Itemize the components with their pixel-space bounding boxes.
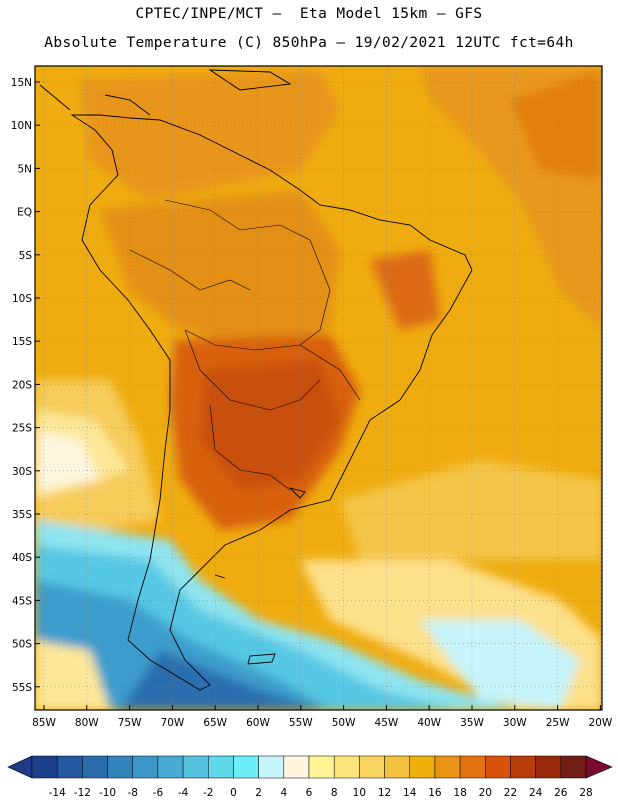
lat-label: 35S: [12, 509, 32, 521]
lat-label: 10N: [11, 120, 32, 132]
colorbar-label: 20: [479, 787, 492, 799]
lat-label: 55S: [12, 682, 32, 694]
colorbar-label: 0: [230, 787, 237, 799]
lon-label: 20W: [589, 717, 613, 729]
colorbar-swatch: [384, 755, 410, 779]
lat-label: 25S: [12, 423, 32, 435]
colorbar-label: -2: [203, 787, 213, 799]
lat-label: 15N: [11, 77, 32, 89]
colorbar-label: 22: [504, 787, 517, 799]
lon-label: 75W: [118, 717, 142, 729]
lon-label: 85W: [32, 717, 56, 729]
lon-label: 35W: [460, 717, 484, 729]
lon-label: 50W: [332, 717, 356, 729]
colorbar-swatch: [283, 755, 310, 779]
colorbar-label: 12: [378, 787, 391, 799]
lon-label: 45W: [375, 717, 399, 729]
colorbar-label: 18: [453, 787, 466, 799]
lon-label: 70W: [161, 717, 185, 729]
colorbar-swatch: [182, 755, 209, 779]
lat-label: 50S: [12, 639, 32, 651]
colorbar-swatch: [434, 755, 461, 779]
colorbar-swatch: [510, 755, 536, 779]
colorbar-label: 4: [280, 787, 287, 799]
country-borders: [129, 199, 361, 491]
longitude-labels: 85W 80W 75W 70W 65W 60W 55W 50W 45W 40W 35W 30W 25W 2…: [32, 705, 613, 729]
lat-label: 15S: [12, 336, 32, 348]
colorbar-label: 26: [554, 787, 568, 799]
lat-label: 5N: [17, 163, 32, 175]
colorbar-high-arrow: [585, 755, 613, 779]
lon-label: 55W: [289, 717, 313, 729]
colorbar-label: -4: [178, 787, 189, 799]
colorbar-swatch: [132, 755, 159, 779]
colorbar-swatch: [233, 755, 259, 779]
lat-label: 40S: [12, 552, 32, 564]
latitude-labels: 15N 10N 5N EQ 5S 10S 15S 20S 25S 30S 35S 40S 45S 50S 5…: [11, 77, 40, 694]
colorbar-swatch: [56, 755, 83, 779]
colorbar-swatch: [485, 755, 511, 779]
colorbar-low-arrow: [7, 755, 33, 779]
colorbar-swatch: [409, 755, 436, 779]
colorbar-swatch: [308, 755, 335, 779]
colorbar-swatch: [333, 755, 360, 779]
lon-label: 80W: [75, 717, 99, 729]
colorbar-swatch: [560, 755, 587, 779]
colorbar-label: -8: [127, 787, 137, 799]
colorbar: -14 -12 -10 -8 -6 -4 -2 0 2 4 6 8 10 12 14 16 18 20 22 24 26…: [7, 755, 613, 799]
lon-label: 40W: [417, 717, 441, 729]
lat-label: 10S: [12, 293, 32, 305]
colorbar-label: 14: [403, 787, 417, 799]
colorbar-label: 28: [579, 787, 592, 799]
colorbar-label: 6: [306, 787, 313, 799]
colorbar-label: 10: [353, 787, 366, 799]
coastline: [39, 69, 473, 691]
colorbar-swatch: [208, 755, 234, 779]
colorbar-label: 2: [255, 787, 262, 799]
lat-label: 5S: [19, 250, 33, 262]
lon-label: 60W: [246, 717, 270, 729]
colorbar-label: -14: [49, 787, 66, 799]
title-line-1: CPTEC/INPE/MCT – Eta Model 15km – GFS: [135, 6, 483, 22]
lon-label: 65W: [203, 717, 227, 729]
colorbar-swatch: [359, 755, 385, 779]
map-frame: [34, 65, 603, 711]
lat-label: EQ: [17, 207, 32, 219]
colorbar-swatch: [107, 755, 133, 779]
lat-label: 30S: [12, 466, 32, 478]
colorbar-label: 8: [331, 787, 338, 799]
lon-label: 25W: [546, 717, 570, 729]
colorbar-swatch: [157, 755, 184, 779]
lon-label: 30W: [503, 717, 527, 729]
colorbar-label: 16: [428, 787, 442, 799]
colorbar-swatch: [258, 755, 285, 779]
lat-label: 20S: [12, 379, 32, 391]
colorbar-label: -12: [74, 787, 91, 799]
colorbar-swatch: [459, 755, 486, 779]
colorbar-swatch: [31, 755, 58, 779]
colorbar-label: -10: [99, 787, 116, 799]
lat-label: 45S: [12, 595, 32, 607]
colorbar-swatch: [82, 755, 108, 779]
temperature-field: [35, 66, 602, 710]
colorbar-label: -6: [153, 787, 164, 799]
gridlines: [35, 66, 602, 710]
colorbar-swatch: [535, 755, 562, 779]
title-line-2: Absolute Temperature (C) 850hPa – 19/02/…: [44, 35, 574, 51]
colorbar-label: 24: [529, 787, 543, 799]
